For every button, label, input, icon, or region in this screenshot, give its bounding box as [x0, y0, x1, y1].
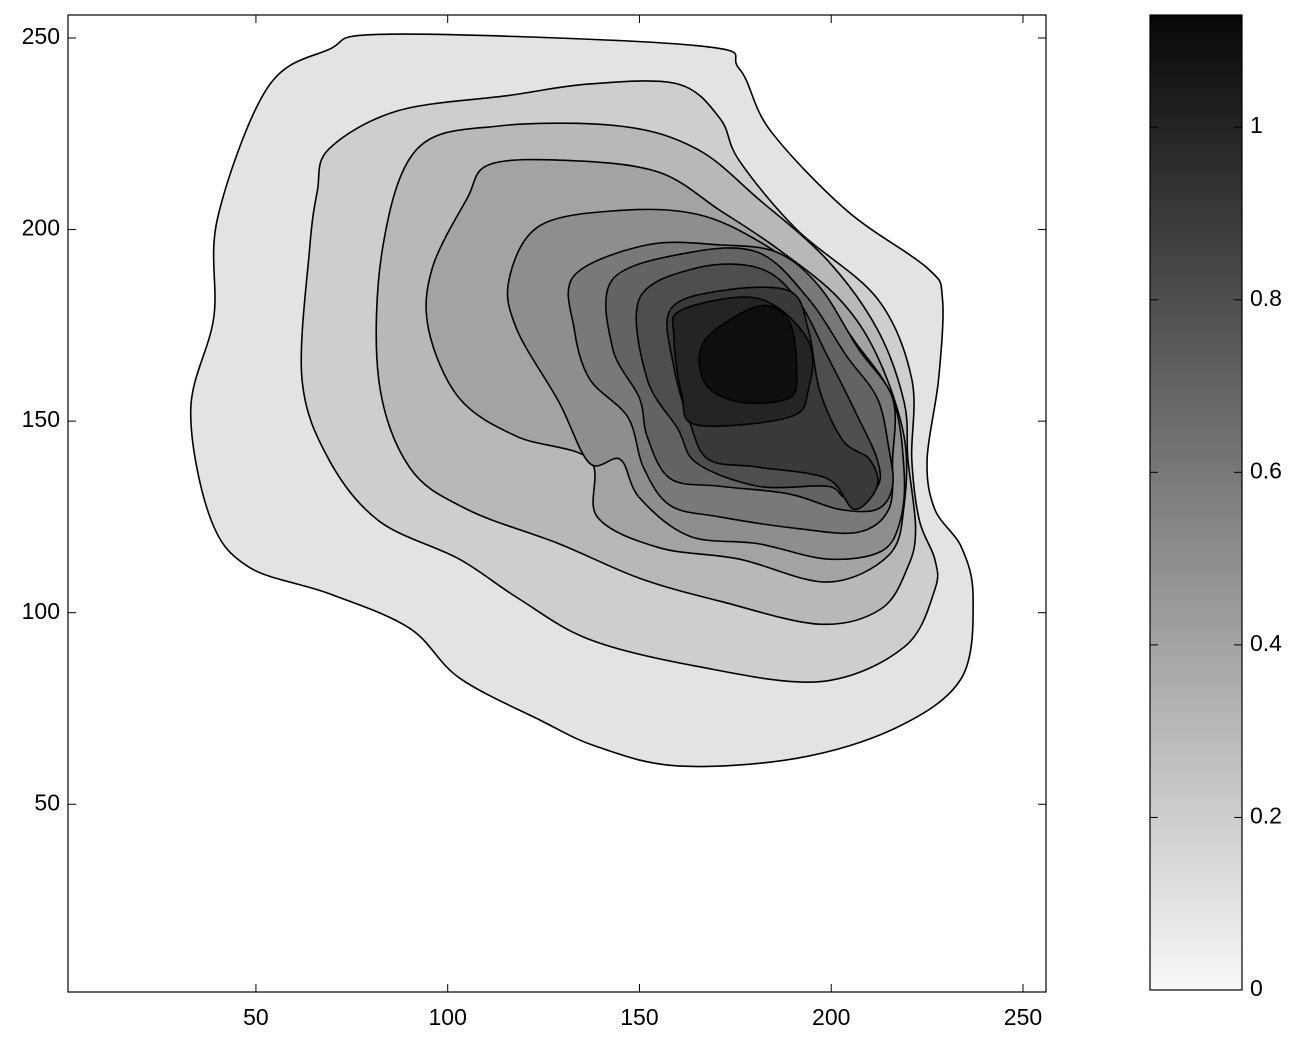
- x-tick-label: 100: [429, 1004, 467, 1030]
- y-tick-label: 50: [34, 789, 60, 815]
- colorbar: [1149, 14, 1243, 991]
- x-tick-label: 150: [620, 1004, 658, 1030]
- plot-frame: [67, 14, 1047, 993]
- x-tick-label: 250: [1004, 1004, 1042, 1030]
- contour-region: [698, 304, 798, 405]
- colorbar-tick-label: 0.8: [1250, 285, 1282, 311]
- colorbar-tick-label: 0.6: [1250, 457, 1282, 483]
- colorbar-tick-label: 0.4: [1250, 630, 1282, 656]
- y-tick-label: 100: [22, 598, 60, 624]
- colorbar-tick-label: 0.2: [1250, 803, 1282, 829]
- x-tick-label: 200: [812, 1004, 850, 1030]
- y-tick-label: 200: [22, 215, 60, 241]
- y-tick-label: 150: [22, 406, 60, 432]
- colorbar-tick-label: 0: [1250, 975, 1263, 1001]
- y-tick-label: 250: [22, 23, 60, 49]
- colorbar-tick-label: 1: [1250, 112, 1263, 138]
- x-tick-label: 50: [243, 1004, 269, 1030]
